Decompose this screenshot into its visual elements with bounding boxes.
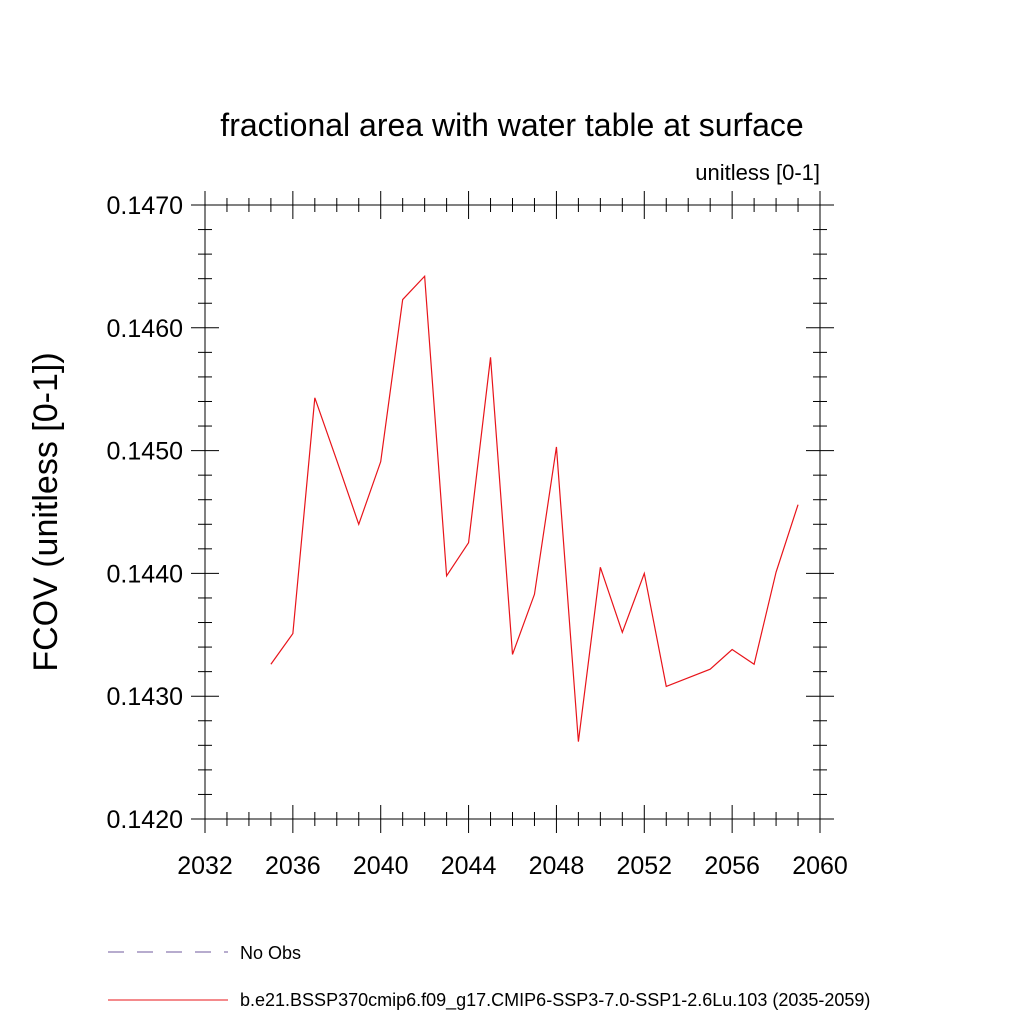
- plot-frame: [204, 204, 821, 820]
- x-tick-label: 2052: [616, 852, 672, 880]
- y-tick-label: 0.1460: [107, 315, 183, 343]
- x-tick-label: 2032: [177, 852, 233, 880]
- axis-ticks: [191, 191, 834, 833]
- x-tick-label: 2060: [792, 852, 848, 880]
- x-tick-label: 2044: [441, 852, 497, 880]
- y-tick-label: 0.1440: [107, 560, 183, 588]
- y-tick-label: 0.1420: [107, 806, 183, 834]
- y-tick-label: 0.1470: [107, 192, 183, 220]
- y-tick-label: 0.1450: [107, 438, 183, 466]
- units-label: unitless [0-1]: [695, 160, 820, 185]
- x-tick-label: 2036: [265, 852, 321, 880]
- x-tick-label: 2040: [353, 852, 409, 880]
- chart-title: fractional area with water table at surf…: [220, 107, 803, 143]
- data-series: [270, 274, 799, 742]
- x-tick-label: 2056: [704, 852, 760, 880]
- legend-label-model-run: b.e21.BSSP370cmip6.f09_g17.CMIP6-SSP3-7.…: [240, 990, 870, 1011]
- y-axis-label: FCOV (unitless [0-1]): [27, 352, 65, 671]
- legend-label-no-obs: No Obs: [240, 943, 301, 963]
- x-tick-label: 2048: [529, 852, 585, 880]
- legend: No Obs b.e21.BSSP370cmip6.f09_g17.CMIP6-…: [108, 943, 870, 1011]
- axis-tick-labels: 2032 2036 2040 2044 2048 2052 2056 2060 0.1420 0.…: [107, 192, 848, 880]
- y-tick-label: 0.1430: [107, 683, 183, 711]
- series-line: [270, 274, 799, 742]
